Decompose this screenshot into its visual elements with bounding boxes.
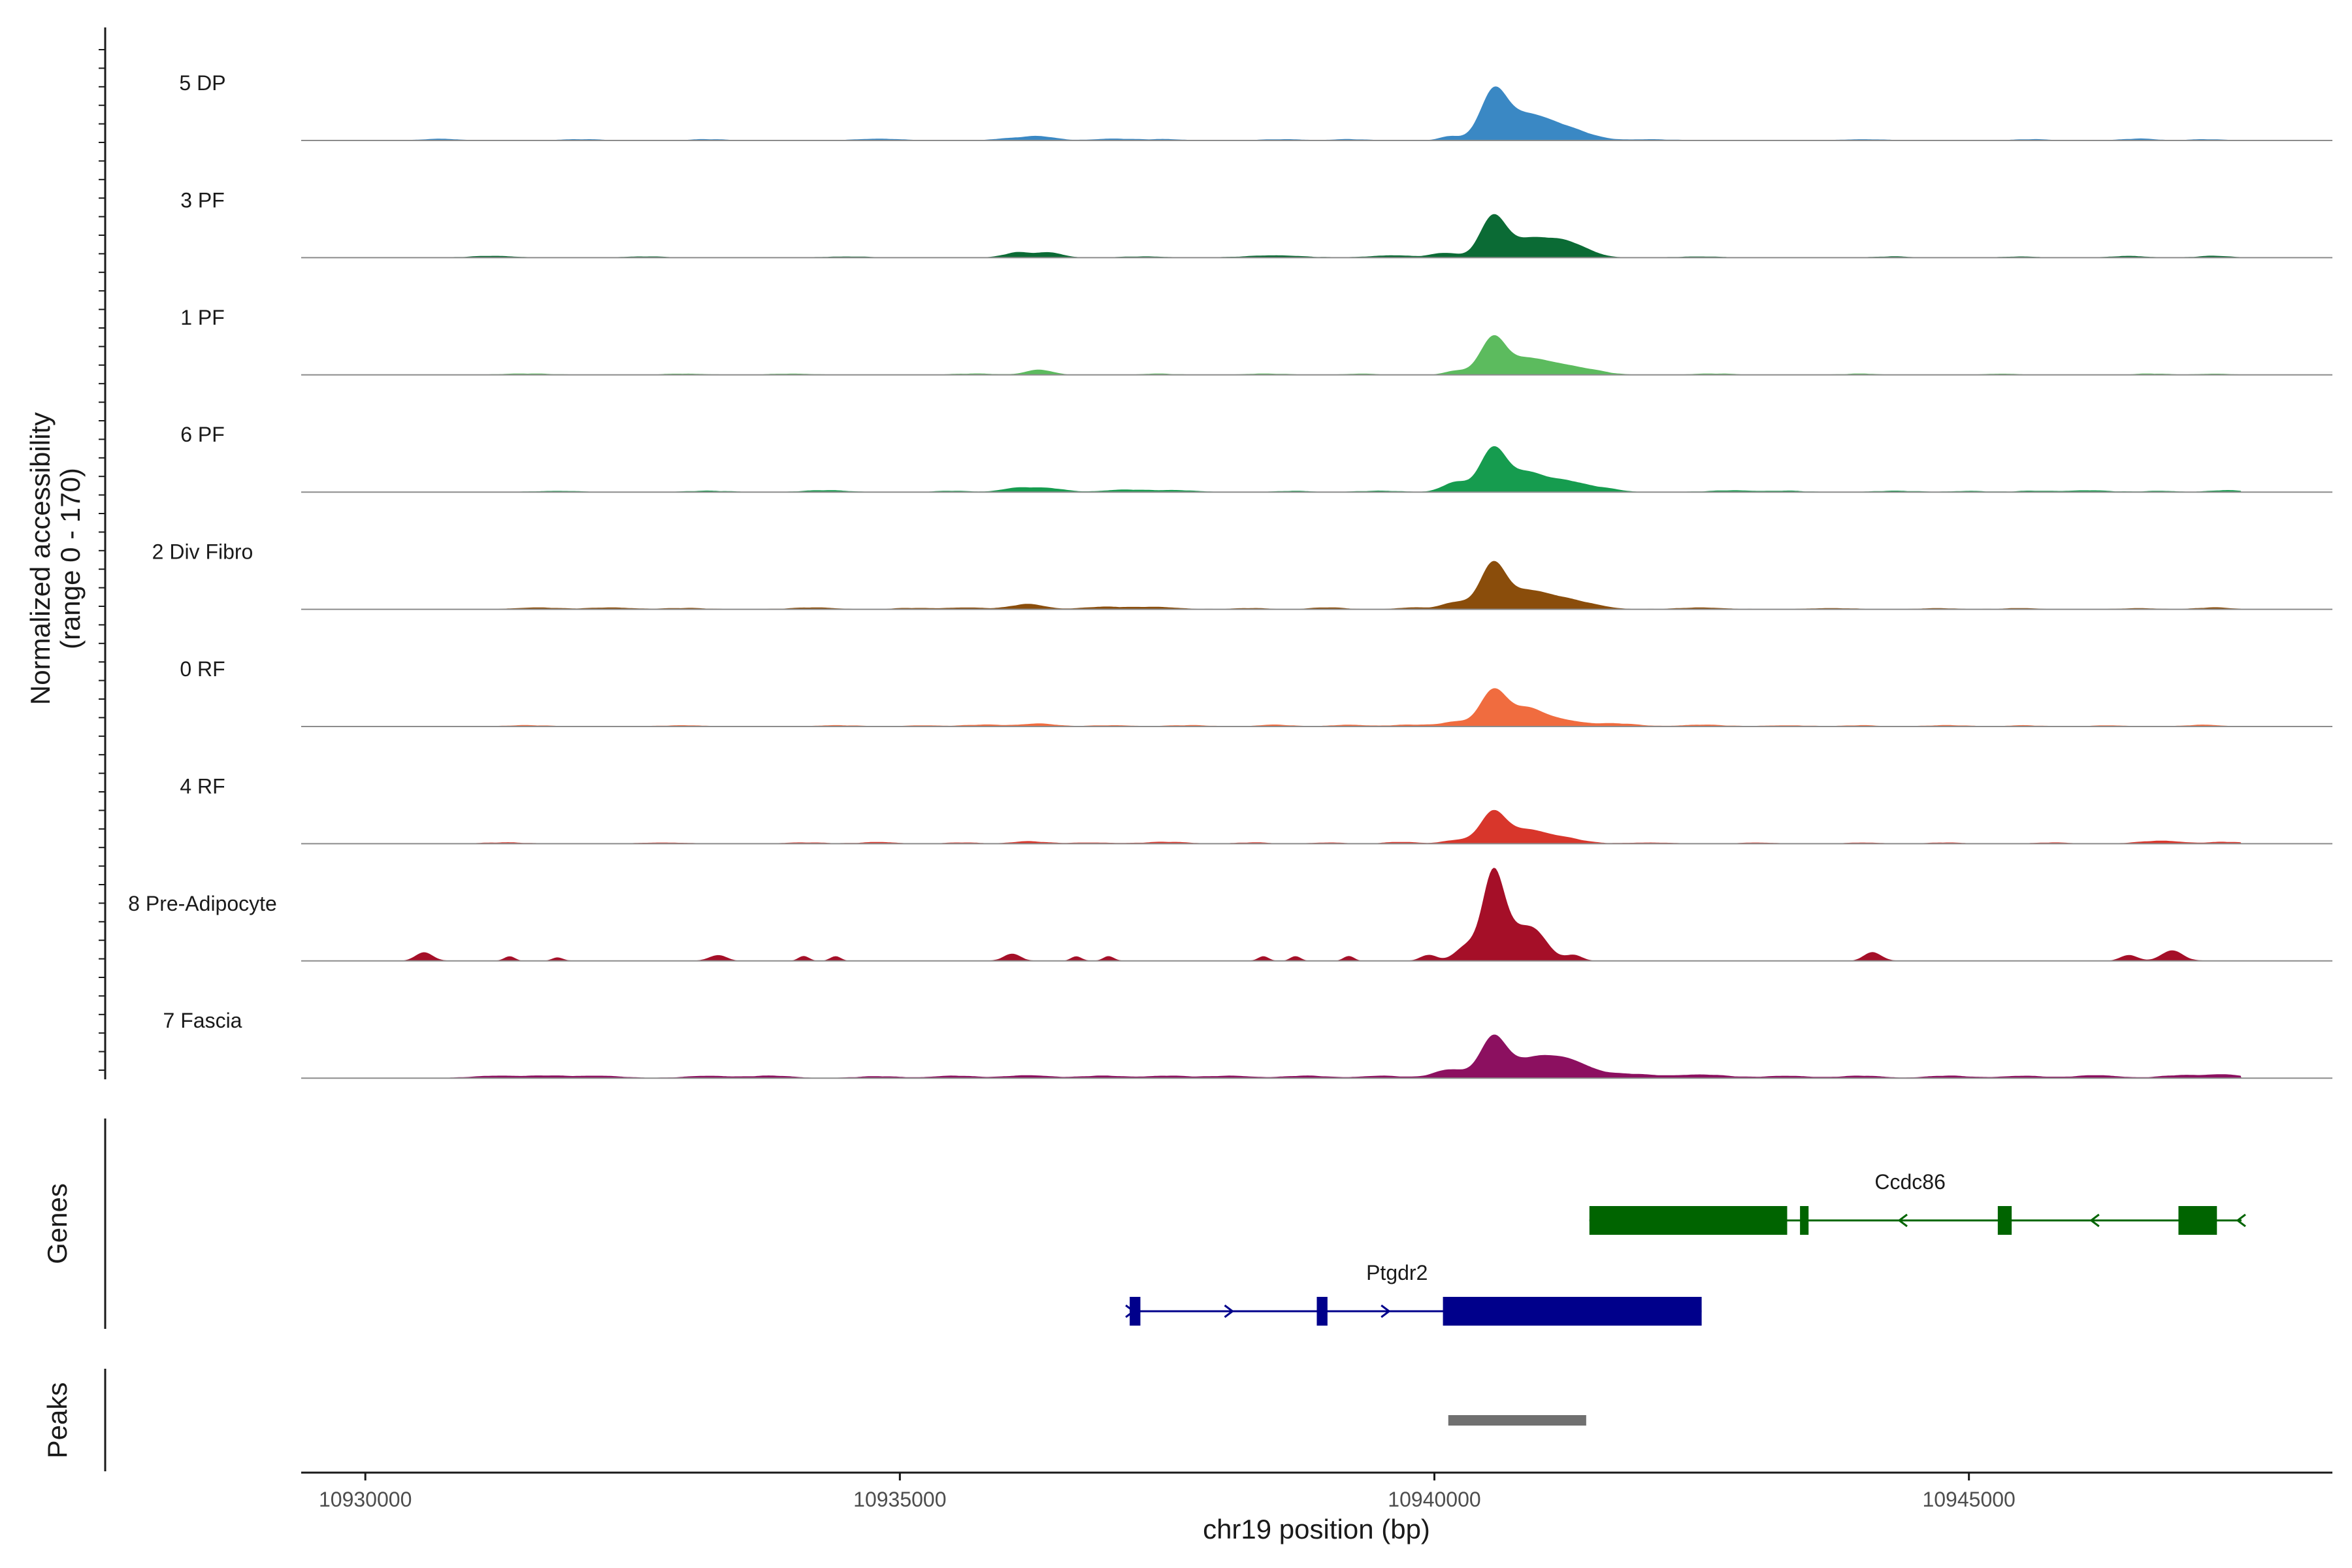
x-tick-label: 10940000 [1388,1488,1480,1511]
y-axis-range: (range 0 - 170) [55,468,86,649]
peaks-panel [1448,1415,1586,1426]
track-label: 8 Pre-Adipocyte [128,892,277,915]
coverage-track: 8 Pre-Adipocyte [128,868,2332,962]
gene-label: Ptgdr2 [1366,1261,1428,1284]
coverage-y-ticks [99,49,105,1071]
coverage-track: 6 PF [180,423,2332,493]
genes-panel: Ptgdr2 Ccdc86 [1125,1170,2246,1326]
coverage-track: 4 RF [180,774,2332,845]
coverage-track: 7 Fascia [163,1009,2332,1079]
peak-bar [1448,1415,1586,1426]
strand-arrow [1224,1304,1234,1318]
coverage-track: 2 Div Fibro [152,540,2332,610]
x-tick-label: 10945000 [1922,1488,2015,1511]
x-axis-title: chr19 position (bp) [1203,1514,1430,1544]
track-label: 4 RF [180,774,225,798]
gene-model: Ptgdr2 [1125,1261,1702,1326]
x-tick-label: 10930000 [319,1488,412,1511]
track-label: 6 PF [180,423,225,446]
coverage-track: 0 RF [180,657,2332,727]
coverage-track: 5 DP [179,71,2332,141]
coverage-tracks: 5 DP 3 PF 1 PF 6 PF 2 Div Fibro 0 RF 4 RF 8 Pre… [128,71,2332,1079]
gene-exon [1800,1206,1809,1235]
x-axis-ticks: 10930000 10935000 10940000 10945000 [319,1473,2016,1511]
y-axis-title: Normalized accessibility [25,412,56,705]
gene-exon [1316,1297,1328,1326]
genes-panel-title: Genes [42,1183,73,1264]
x-tick-label: 10935000 [853,1488,946,1511]
track-label: 1 PF [180,306,225,329]
gene-exon [1589,1206,1788,1235]
strand-arrow [2089,1213,2100,1228]
track-label: 2 Div Fibro [152,540,253,564]
gene-label: Ccdc86 [1874,1170,1946,1194]
strand-arrow [1897,1213,1908,1228]
track-label: 7 Fascia [163,1009,242,1032]
gene-exon [2178,1206,2217,1235]
track-label: 5 DP [179,71,225,95]
peaks-panel-title: Peaks [42,1382,73,1459]
strand-arrow [1380,1304,1391,1318]
track-label: 3 PF [180,188,225,212]
track-label: 0 RF [180,657,225,681]
coverage-track: 3 PF [180,188,2332,259]
coverage-track: 1 PF [180,306,2332,376]
gene-exon [1997,1206,2012,1235]
gene-model: Ccdc86 [1589,1170,2246,1235]
strand-arrow [2236,1213,2246,1228]
gene-exon [1130,1297,1141,1326]
gene-exon [1443,1297,1702,1326]
